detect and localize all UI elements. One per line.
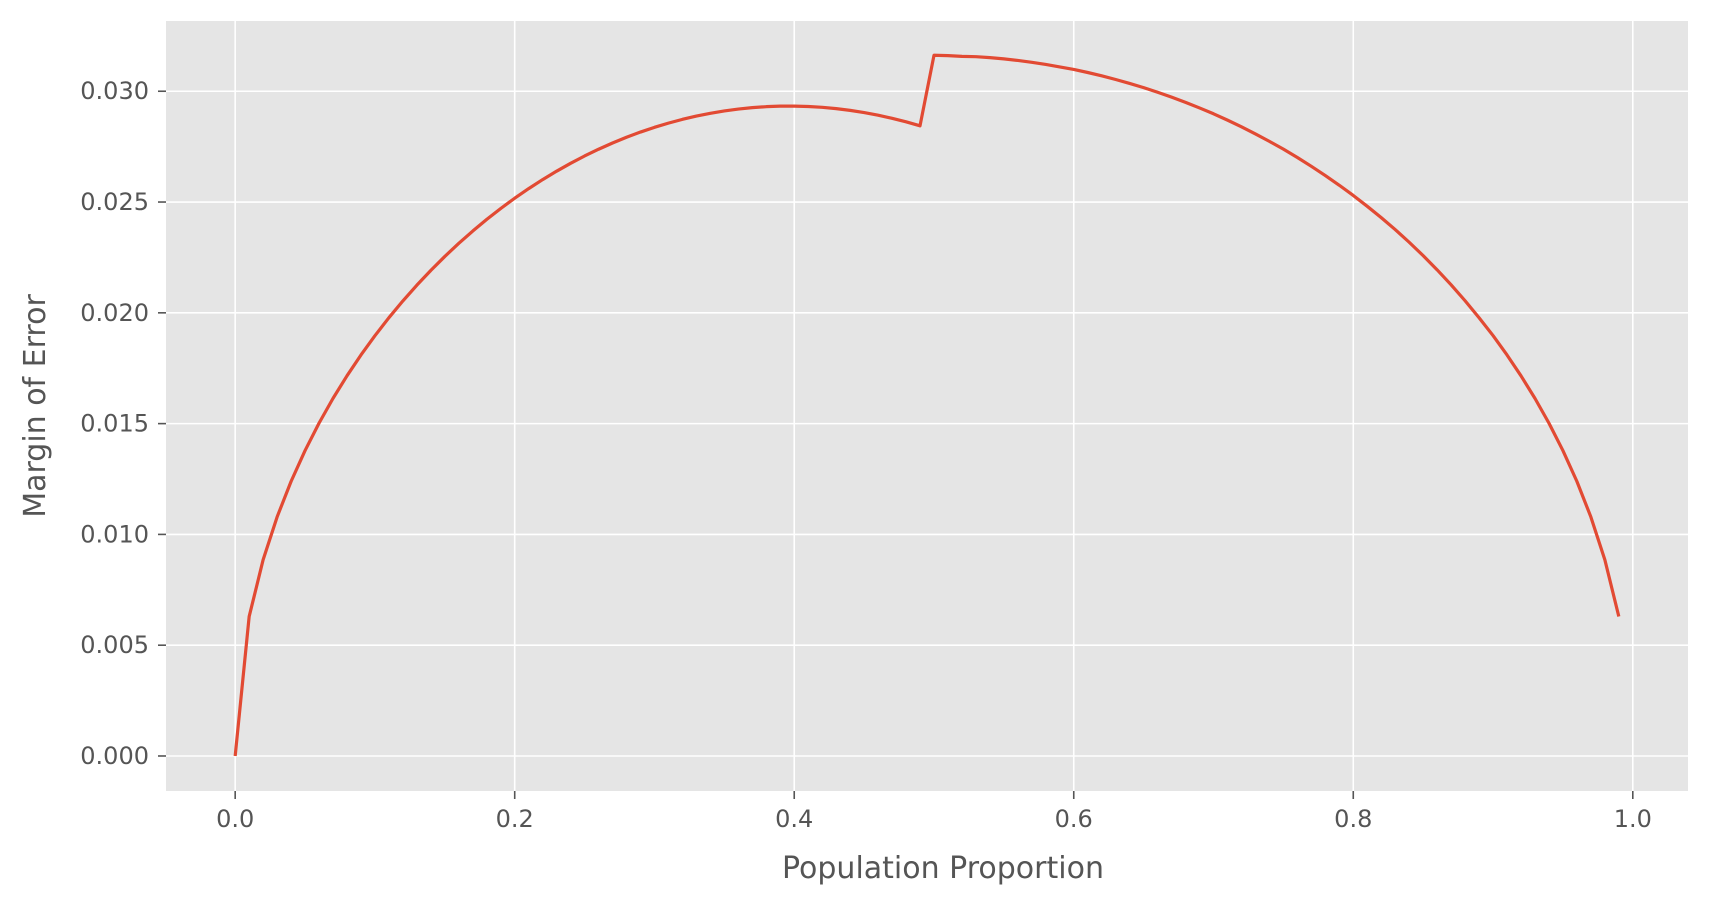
- y-tick-label: 0.005: [80, 631, 149, 659]
- y-tick-label: 0.030: [80, 77, 149, 105]
- x-tick-label: 1.0: [1614, 805, 1652, 833]
- y-tick-label: 0.015: [80, 410, 149, 438]
- x-tick-label: 0.2: [496, 805, 534, 833]
- y-tick-label: 0.020: [80, 299, 149, 327]
- y-axis-label: Margin of Error: [18, 294, 53, 518]
- plot-background: [166, 21, 1688, 791]
- x-tick-label: 0.0: [216, 805, 254, 833]
- x-tick-label: 0.4: [775, 805, 813, 833]
- ticks: 0.0 0.2 0.4 0.6 0.8 1.0 0.000 0.005 0.010 0.015 0.…: [80, 77, 1652, 833]
- y-tick-label: 0.010: [80, 520, 149, 548]
- y-tick-label: 0.025: [80, 188, 149, 216]
- series-line: [233, 53, 1621, 757]
- series-layer: [233, 53, 1621, 757]
- x-axis-label: Population Proportion: [782, 851, 1104, 886]
- x-tick-label: 0.8: [1334, 805, 1372, 833]
- x-tick-label: 0.6: [1055, 805, 1093, 833]
- y-tick-label: 0.000: [80, 742, 149, 770]
